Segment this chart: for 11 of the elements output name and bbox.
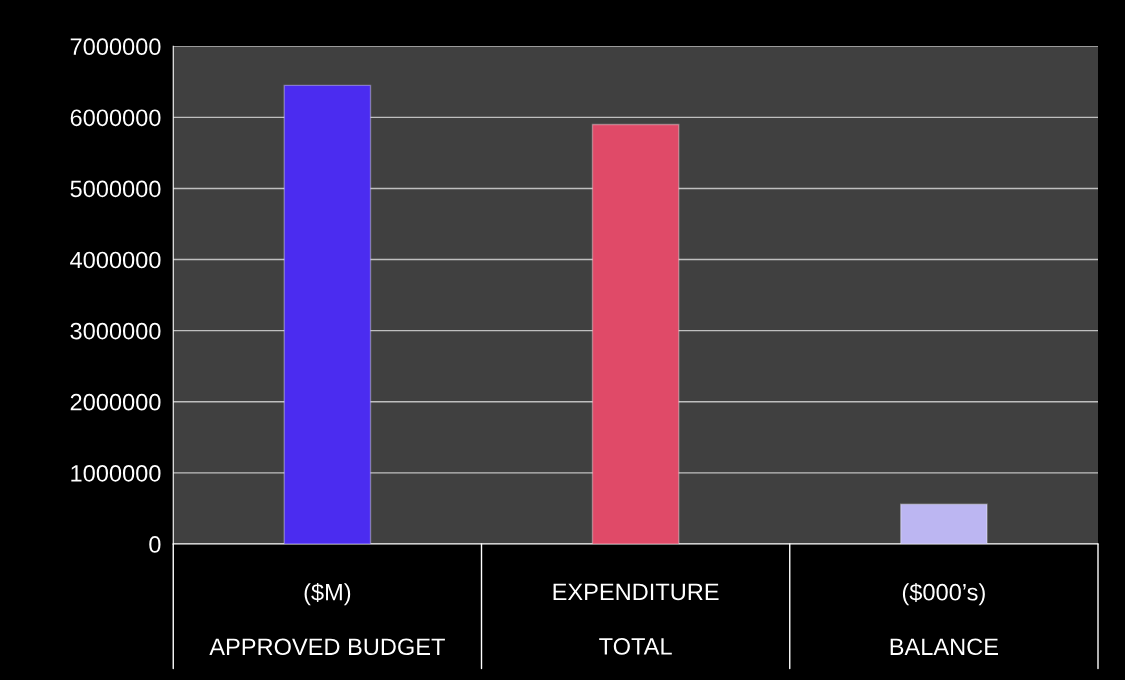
y-tick-label: 5000000 xyxy=(70,180,161,198)
y-tick-label: 1000000 xyxy=(71,464,161,482)
y-tick-label: 4000000 xyxy=(70,251,161,269)
y-tick-label: 3000000 xyxy=(70,322,161,340)
y-tick-label: 2000000 xyxy=(70,393,161,411)
category-label: ($M) APPROVED BUDGET xyxy=(209,582,445,656)
y-tick-label: 7000000 xyxy=(70,38,161,56)
y-tick-label: 0 xyxy=(149,536,161,553)
category-label: ($000’s) BALANCE xyxy=(890,582,998,656)
category-label: EXPENDITURE TOTAL xyxy=(553,583,719,655)
y-tick-label: 6000000 xyxy=(70,109,161,127)
